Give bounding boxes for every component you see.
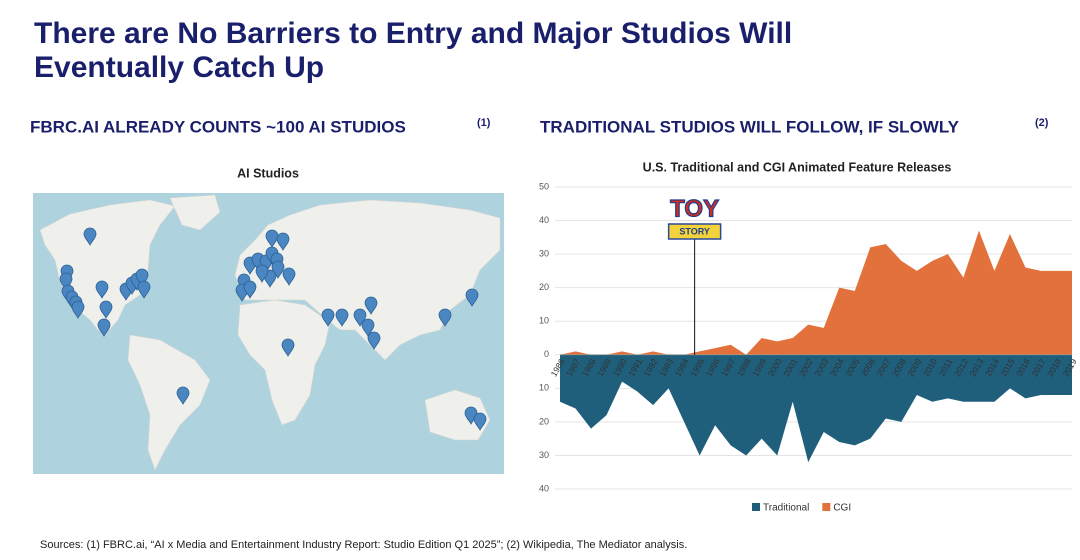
y-tick-label: 0 — [544, 349, 549, 359]
y-tick-label: 10 — [539, 383, 549, 393]
australia — [424, 389, 491, 441]
map-pin — [71, 300, 85, 319]
map-title: AI Studios — [237, 166, 299, 180]
map-pin — [99, 300, 113, 319]
footnote-mark: (2) — [1035, 117, 1049, 129]
sources: Sources: (1) FBRC.ai, “AI x Media and En… — [40, 539, 687, 551]
map-pin — [465, 288, 479, 307]
map-pin — [367, 331, 381, 350]
map-pin — [95, 280, 109, 299]
map-pin — [265, 229, 279, 248]
map-pin — [271, 260, 285, 279]
y-tick-label: 10 — [539, 316, 549, 326]
slide-title: There are No Barriers to Entry and Major… — [34, 17, 792, 50]
y-tick-label: 50 — [539, 181, 549, 191]
map-pin — [335, 308, 349, 327]
eurasia — [234, 199, 501, 361]
logo-banner — [667, 223, 722, 240]
slide-title: Eventually Catch Up — [34, 51, 324, 84]
legend-swatch — [752, 503, 760, 511]
right-heading: TRADITIONAL STUDIOS WILL FOLLOW, IF SLOW… — [540, 117, 960, 136]
map-pin — [473, 412, 487, 431]
footnote-mark: (1) — [477, 117, 491, 129]
legend-label: Traditional — [763, 503, 809, 514]
y-tick-label: 20 — [539, 416, 549, 426]
map-pin — [282, 267, 296, 286]
map-pin — [243, 280, 257, 299]
area-0 — [560, 354, 1072, 463]
y-tick-label: 30 — [539, 450, 549, 460]
map — [33, 193, 504, 474]
map-pin — [59, 272, 73, 291]
chart: 5040302010010203040198619871988198919901… — [539, 181, 1079, 513]
area-1 — [560, 230, 1072, 355]
map-pin — [321, 308, 335, 327]
legend-label: CGI — [833, 503, 851, 514]
greenland — [169, 194, 221, 231]
map-pin — [364, 296, 378, 315]
left-heading: FBRC.AI ALREADY COUNTS ~100 AI STUDIOS — [30, 117, 406, 136]
map-pin — [438, 308, 452, 327]
map-pin — [361, 318, 375, 337]
logo-text: TOY — [670, 195, 719, 222]
map-pin — [276, 232, 290, 251]
south-america — [127, 334, 211, 471]
map-pin — [97, 318, 111, 337]
y-tick-label: 40 — [539, 215, 549, 225]
chart-title: U.S. Traditional and CGI Animated Featur… — [643, 160, 952, 174]
map-pin — [255, 264, 269, 283]
y-tick-label: 40 — [539, 483, 549, 493]
map-pin — [281, 338, 295, 357]
y-tick-label: 30 — [539, 248, 549, 258]
map-pin — [135, 268, 149, 287]
africa — [237, 299, 331, 426]
legend-swatch — [822, 503, 831, 511]
y-tick-label: 20 — [539, 282, 549, 292]
map-pin — [137, 280, 151, 299]
map-pin — [176, 386, 190, 405]
logo-text: STORY — [679, 226, 710, 236]
map-pin — [83, 227, 97, 246]
